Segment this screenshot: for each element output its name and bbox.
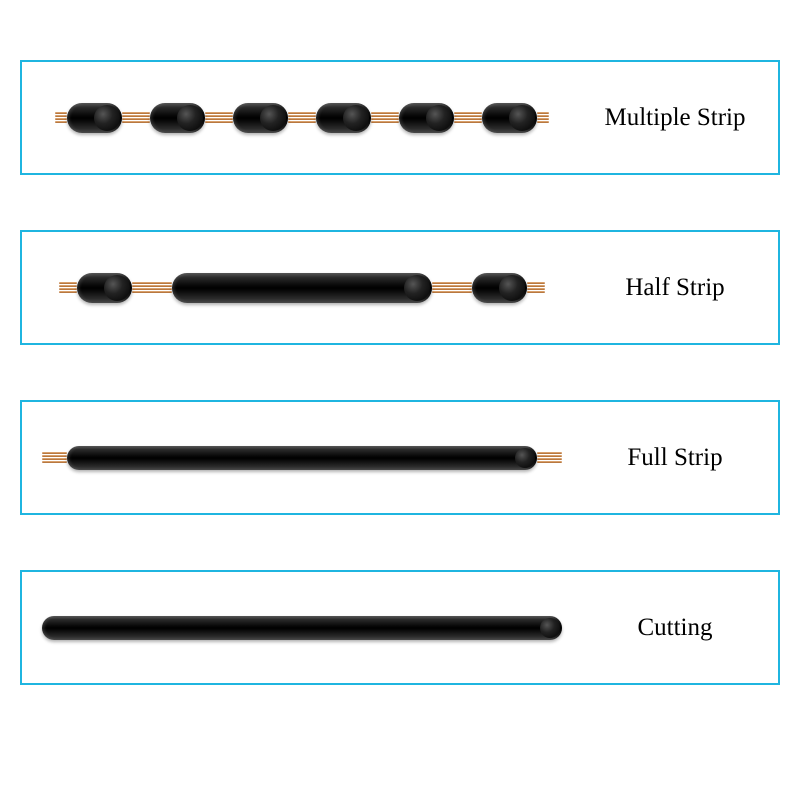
copper-strands bbox=[122, 103, 150, 133]
copper-strands bbox=[42, 443, 67, 473]
insulation-segment bbox=[399, 103, 454, 133]
diagram-cutting bbox=[22, 572, 582, 683]
copper-strands bbox=[55, 103, 67, 133]
copper-strands bbox=[205, 103, 233, 133]
diagram-multiple-strip bbox=[22, 62, 582, 173]
insulation-segment bbox=[472, 273, 527, 303]
copper-strands bbox=[288, 103, 316, 133]
copper-strands bbox=[132, 273, 172, 303]
insulation-segment bbox=[42, 616, 562, 640]
insulation-segment bbox=[77, 273, 132, 303]
copper-strands bbox=[59, 273, 77, 303]
panel-multiple-strip: Multiple Strip bbox=[20, 60, 780, 175]
insulation-segment bbox=[150, 103, 205, 133]
copper-strands bbox=[527, 273, 545, 303]
label-cutting: Cutting bbox=[582, 614, 778, 642]
label-full-strip: Full Strip bbox=[582, 444, 778, 472]
insulation-segment bbox=[172, 273, 432, 303]
panel-half-strip: Half Strip bbox=[20, 230, 780, 345]
copper-strands bbox=[537, 443, 562, 473]
copper-strands bbox=[537, 103, 549, 133]
panel-full-strip: Full Strip bbox=[20, 400, 780, 515]
copper-strands bbox=[371, 103, 399, 133]
copper-strands bbox=[454, 103, 482, 133]
diagram-half-strip bbox=[22, 232, 582, 343]
label-multiple-strip: Multiple Strip bbox=[582, 104, 778, 132]
insulation-segment bbox=[67, 103, 122, 133]
label-half-strip: Half Strip bbox=[582, 274, 778, 302]
insulation-segment bbox=[316, 103, 371, 133]
insulation-segment bbox=[482, 103, 537, 133]
diagram-full-strip bbox=[22, 402, 582, 513]
copper-strands bbox=[432, 273, 472, 303]
insulation-segment bbox=[233, 103, 288, 133]
panel-cutting: Cutting bbox=[20, 570, 780, 685]
insulation-segment bbox=[67, 446, 537, 470]
